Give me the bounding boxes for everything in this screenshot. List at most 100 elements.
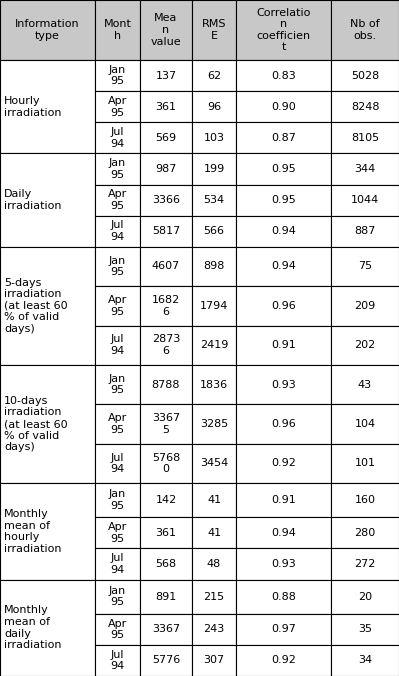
Text: 361: 361: [156, 102, 176, 112]
Text: Mont
h: Mont h: [104, 20, 131, 41]
Bar: [236, 365, 331, 404]
Bar: [192, 122, 236, 153]
Bar: [331, 326, 399, 365]
Text: 0.88: 0.88: [271, 592, 296, 602]
Bar: [331, 60, 399, 91]
Bar: [331, 247, 399, 286]
Bar: [140, 286, 192, 326]
Text: 0.92: 0.92: [271, 458, 296, 468]
Text: 0.96: 0.96: [271, 301, 296, 311]
Bar: [140, 365, 192, 404]
Bar: [140, 91, 192, 122]
Bar: [95, 247, 140, 286]
Bar: [331, 153, 399, 185]
Text: Jan
95: Jan 95: [109, 374, 126, 395]
Text: 142: 142: [155, 496, 177, 505]
Bar: [140, 443, 192, 483]
Bar: [236, 614, 331, 645]
Bar: [0, 579, 95, 676]
Bar: [0, 247, 95, 365]
Bar: [95, 579, 140, 614]
Text: 568: 568: [156, 559, 177, 569]
Text: 43: 43: [358, 380, 372, 389]
Bar: [331, 91, 399, 122]
Bar: [331, 365, 399, 404]
Bar: [331, 404, 399, 443]
Text: 987: 987: [155, 164, 177, 174]
Text: Jan
95: Jan 95: [109, 489, 126, 511]
Bar: [192, 216, 236, 247]
Text: 34: 34: [358, 656, 372, 665]
Text: Correlatio
n
coefficien
t: Correlatio n coefficien t: [256, 7, 311, 53]
Bar: [192, 483, 236, 517]
Text: 0.95: 0.95: [271, 195, 296, 205]
Text: 0.91: 0.91: [271, 340, 296, 350]
Bar: [192, 91, 236, 122]
Text: Jan
95: Jan 95: [109, 586, 126, 608]
Bar: [192, 60, 236, 91]
Text: 35: 35: [358, 625, 372, 634]
Bar: [95, 91, 140, 122]
Text: 75: 75: [358, 262, 372, 272]
Bar: [331, 517, 399, 548]
Text: 2873
6: 2873 6: [152, 335, 180, 356]
Text: 887: 887: [354, 226, 376, 236]
Text: 0.93: 0.93: [271, 559, 296, 569]
Bar: [140, 517, 192, 548]
Bar: [192, 153, 236, 185]
Bar: [192, 185, 236, 216]
Bar: [236, 483, 331, 517]
Text: Jan
95: Jan 95: [109, 65, 126, 87]
Bar: [95, 548, 140, 579]
Bar: [95, 517, 140, 548]
Text: Apr
95: Apr 95: [108, 96, 127, 118]
Bar: [192, 404, 236, 443]
Text: Mea
n
value: Mea n value: [151, 14, 181, 47]
Text: 103: 103: [203, 133, 225, 143]
Text: 62: 62: [207, 71, 221, 80]
Text: 3366: 3366: [152, 195, 180, 205]
Bar: [331, 645, 399, 676]
Text: 41: 41: [207, 528, 221, 538]
Text: 0.94: 0.94: [271, 262, 296, 272]
Text: 104: 104: [354, 419, 375, 429]
Bar: [192, 548, 236, 579]
Text: Apr
95: Apr 95: [108, 295, 127, 316]
Text: 891: 891: [155, 592, 177, 602]
Bar: [192, 517, 236, 548]
Text: Nb of
obs.: Nb of obs.: [350, 20, 380, 41]
Bar: [95, 443, 140, 483]
Bar: [192, 614, 236, 645]
Text: 3367
5: 3367 5: [152, 413, 180, 435]
Bar: [140, 216, 192, 247]
Text: Jan
95: Jan 95: [109, 256, 126, 277]
Bar: [236, 326, 331, 365]
Bar: [95, 153, 140, 185]
Text: 5-days
irradiation
(at least 60
% of valid
days): 5-days irradiation (at least 60 % of val…: [4, 278, 67, 334]
Bar: [331, 614, 399, 645]
Bar: [236, 0, 331, 60]
Bar: [140, 0, 192, 60]
Bar: [236, 185, 331, 216]
Bar: [236, 517, 331, 548]
Text: 0.96: 0.96: [271, 419, 296, 429]
Text: 5776: 5776: [152, 656, 180, 665]
Bar: [192, 0, 236, 60]
Text: 160: 160: [354, 496, 375, 505]
Text: Hourly
irradiation: Hourly irradiation: [4, 96, 61, 118]
Bar: [236, 216, 331, 247]
Text: Daily
irradiation: Daily irradiation: [4, 189, 61, 211]
Text: 566: 566: [203, 226, 225, 236]
Bar: [236, 548, 331, 579]
Text: 361: 361: [156, 528, 176, 538]
Bar: [192, 579, 236, 614]
Text: 0.95: 0.95: [271, 164, 296, 174]
Text: 569: 569: [156, 133, 177, 143]
Bar: [331, 443, 399, 483]
Text: 0.93: 0.93: [271, 380, 296, 389]
Text: Monthly
mean of
daily
irradiation: Monthly mean of daily irradiation: [4, 606, 61, 650]
Text: 10-days
irradiation
(at least 60
% of valid
days): 10-days irradiation (at least 60 % of va…: [4, 396, 67, 452]
Bar: [236, 645, 331, 676]
Text: Jul
94: Jul 94: [111, 650, 124, 671]
Bar: [95, 216, 140, 247]
